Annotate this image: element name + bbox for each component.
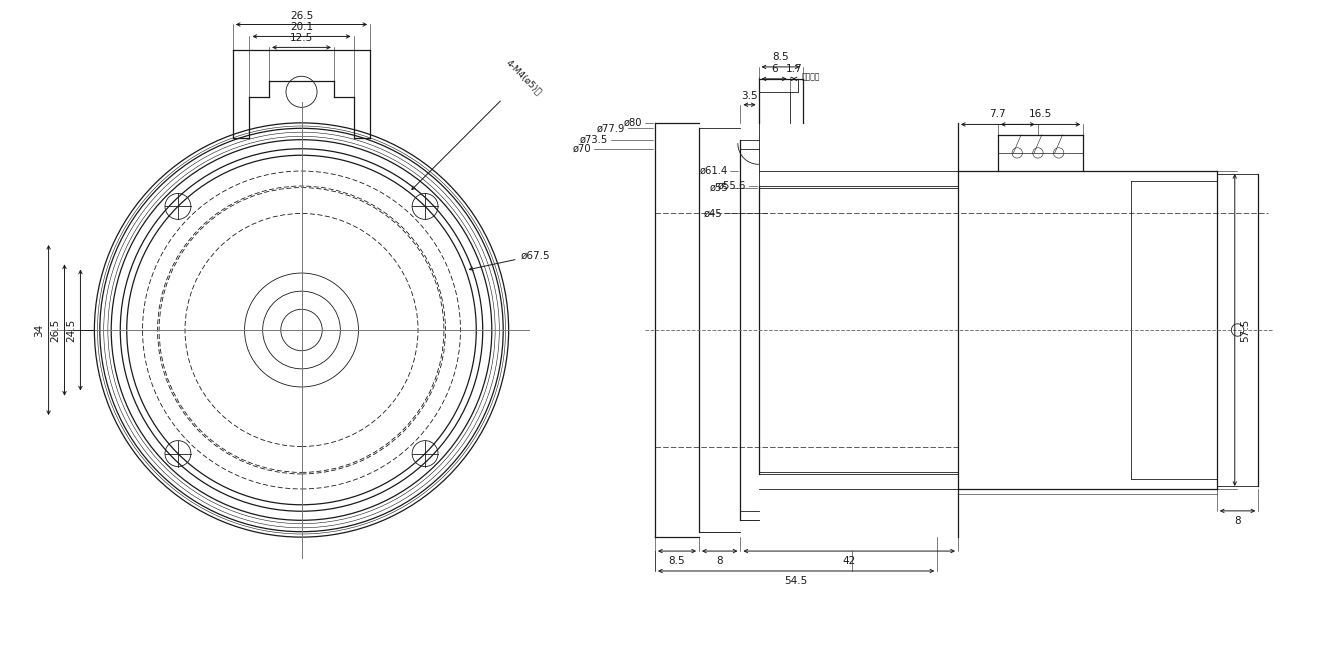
Text: ø80: ø80 bbox=[623, 118, 642, 128]
Text: ø67.5: ø67.5 bbox=[469, 250, 550, 271]
Text: 1.7: 1.7 bbox=[786, 64, 803, 74]
Text: ø45: ø45 bbox=[704, 209, 722, 218]
Text: ø55.6: ø55.6 bbox=[717, 181, 746, 191]
Text: 8: 8 bbox=[717, 556, 724, 566]
Text: 20.1: 20.1 bbox=[290, 22, 314, 32]
Text: 7.7: 7.7 bbox=[990, 110, 1006, 119]
Text: 16.5: 16.5 bbox=[1029, 110, 1052, 119]
Text: 26.5: 26.5 bbox=[290, 11, 314, 20]
Text: 57.5: 57.5 bbox=[1240, 318, 1249, 342]
Text: ø77.9: ø77.9 bbox=[597, 123, 625, 133]
Text: 42: 42 bbox=[842, 556, 855, 566]
Text: ø73.5: ø73.5 bbox=[580, 135, 608, 145]
Text: 12.5: 12.5 bbox=[290, 34, 314, 44]
Text: 4-M4(ø5)孔: 4-M4(ø5)孔 bbox=[505, 58, 543, 97]
Text: 6: 6 bbox=[771, 64, 778, 74]
Text: 34: 34 bbox=[34, 323, 45, 337]
Text: 26.5: 26.5 bbox=[50, 318, 61, 342]
Text: 54.5: 54.5 bbox=[784, 576, 808, 586]
Text: 8: 8 bbox=[1234, 516, 1240, 526]
Text: 密封圈槽: 密封圈槽 bbox=[801, 73, 820, 81]
Text: 8.5: 8.5 bbox=[668, 556, 685, 566]
Text: 8.5: 8.5 bbox=[772, 52, 789, 62]
Text: ø70: ø70 bbox=[572, 144, 592, 154]
Text: 24.5: 24.5 bbox=[66, 318, 76, 342]
Text: ø61.4: ø61.4 bbox=[700, 166, 728, 176]
Text: ø55: ø55 bbox=[710, 183, 729, 193]
Text: 3.5: 3.5 bbox=[741, 91, 758, 101]
